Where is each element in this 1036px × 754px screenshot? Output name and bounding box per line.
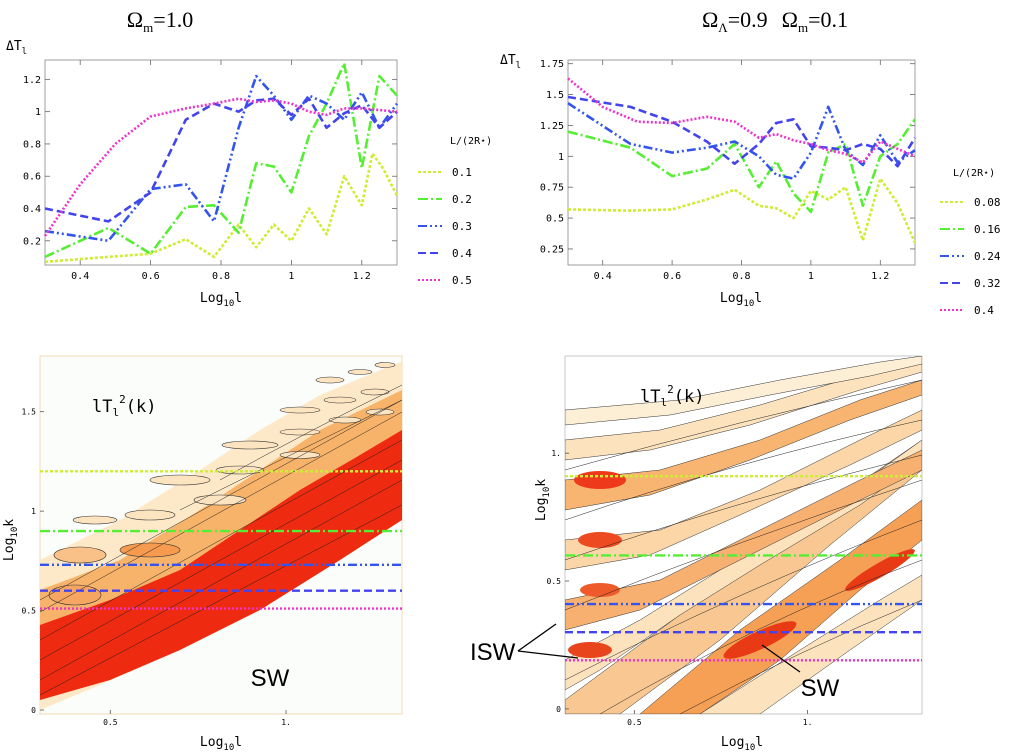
x-tick-label: 0.6: [142, 271, 160, 282]
series-line-0.24: [567, 102, 916, 180]
y-tick-label: 0.4: [23, 204, 41, 215]
legend-label: 0.16: [974, 223, 1001, 236]
y-tick-label: 1: [558, 152, 564, 163]
panel-top-right: ΩΛ=0.9 Ωm=0.1 ΔTl 0.4 0.6 0.8 1 1.2 0.25 0.5 0.7…: [500, 7, 1001, 317]
y-tick-label: 0.75: [540, 183, 564, 194]
y-tick-label: 1.5: [22, 408, 37, 417]
x-tick-label: 1: [808, 271, 814, 282]
panel-bottom-right: lTl2(k) 0.5 1. 0 0.5 1. ISW SW Log10l Log10k: [470, 355, 923, 753]
sw-annotation: SW: [801, 675, 840, 702]
y-tick-label: 0.2: [23, 236, 41, 247]
x-axis-label: Log10l: [200, 291, 242, 309]
legend: 0.08 0.16 0.24 0.32 0.4: [940, 196, 1001, 317]
legend-label: 0.32: [974, 277, 1001, 290]
legend-label: 0.5: [452, 274, 472, 287]
legend-label: 0.24: [974, 250, 1001, 263]
x-tick-label: 0.5: [627, 718, 642, 727]
x-tick-label: 0.8: [732, 271, 750, 282]
legend: 0.1 0.2 0.3 0.4 0.5: [418, 166, 472, 287]
x-tick-label: 0.4: [71, 271, 89, 282]
x-tick-label: 1.: [281, 718, 291, 727]
y-axis-label: Log10k: [2, 519, 20, 561]
series-line-0.08: [567, 177, 917, 244]
panel-top-left: Ωm=1.0 ΔTl 0.4 0.6 0.8 1 1.2 0.2 0.4 0.6 0.8 1 1.2…: [6, 7, 492, 309]
plot-area: 0.4 0.6 0.8 1 1.2 0.25 0.5 0.75 1 1.25 1.5 1.75: [540, 59, 917, 282]
x-axis-label: Log10l: [200, 735, 242, 753]
x-tick-label: 1.2: [353, 271, 371, 282]
y-tick-label: 0.25: [540, 244, 564, 255]
series-line-0.2: [44, 61, 398, 259]
series-line-0.32: [567, 95, 917, 168]
contour-label: lTl2(k): [92, 393, 156, 419]
legend-label: 0.08: [974, 196, 1001, 209]
title-omega-m: Ωm=1.0: [127, 7, 193, 35]
x-tick-label: 1.: [803, 718, 813, 727]
isw-pointer-lines: [517, 623, 579, 659]
y-tick-label: 0.5: [22, 607, 37, 616]
y-tick-label: 1: [31, 507, 36, 516]
y-tick-label: 1: [35, 107, 41, 118]
y-tick-label: 1.2: [23, 75, 41, 86]
y-tick-label: 0: [31, 706, 36, 715]
y-axis-label: ΔTl: [6, 39, 27, 57]
x-tick-label: 1.2: [871, 271, 889, 282]
y-tick-label: 1.25: [540, 121, 564, 132]
series-line-0.4: [567, 77, 916, 164]
legend-title: L/(2R⋆): [450, 136, 492, 147]
legend-title: L/(2R⋆): [953, 168, 995, 179]
y-tick-label: 1.75: [540, 59, 564, 70]
x-tick-label: 0.8: [212, 271, 230, 282]
legend-label: 0.2: [452, 193, 472, 206]
contour-label: lTl2(k): [640, 383, 704, 409]
plot-frame: [44, 59, 398, 266]
series-line-0.3: [44, 74, 399, 243]
x-tick-label: 0.6: [663, 271, 681, 282]
legend-label: 0.1: [452, 166, 472, 179]
title-omega-lambda-m: ΩΛ=0.9 Ωm=0.1: [702, 7, 848, 35]
series-line-0.1: [44, 152, 399, 264]
x-axis-label: Log10l: [721, 735, 763, 753]
x-tick-label: 0.4: [594, 271, 612, 282]
reference-lines: [565, 474, 922, 662]
x-tick-label: 0.5: [103, 718, 118, 727]
contour-lines: [565, 379, 922, 714]
y-tick-label: 0.5: [546, 214, 564, 225]
sw-pointer-line: [761, 644, 801, 673]
axes: 0.5 1. 0 0.5 1 1.5: [22, 408, 291, 727]
y-axis-label: Log10k: [534, 479, 552, 521]
legend-label: 0.4: [452, 247, 472, 260]
legend-label: 0.4: [974, 304, 994, 317]
sw-annotation: SW: [251, 665, 290, 692]
y-tick-label: 0.5: [547, 577, 562, 586]
y-axis-label: ΔTl: [500, 53, 521, 71]
plot-area: 0.4 0.6 0.8 1 1.2 0.2 0.4 0.6 0.8 1 1.2: [23, 60, 399, 282]
contour-fill: [565, 356, 922, 714]
panel-bottom-left: lTl2(k) 0.5 1. 0 0.5 1 1.5 SW Log10l Log10k: [2, 355, 403, 753]
x-axis-label: Log10l: [720, 291, 762, 309]
y-tick-label: 0: [556, 705, 561, 714]
y-tick-label: 0.8: [23, 139, 41, 150]
series-line-0.16: [567, 118, 917, 214]
series-line-0.5: [43, 97, 398, 237]
axes: 0.5 1. 0 0.5 1.: [547, 449, 813, 727]
x-tick-label: 1: [288, 271, 294, 282]
y-tick-label: 1.: [551, 449, 561, 458]
series-line-0.4: [44, 97, 398, 223]
reference-lines: [40, 470, 402, 610]
legend-label: 0.3: [452, 220, 472, 233]
y-tick-label: 0.6: [23, 172, 41, 183]
isw-annotation: ISW: [470, 639, 516, 666]
y-tick-label: 1.5: [546, 90, 564, 101]
